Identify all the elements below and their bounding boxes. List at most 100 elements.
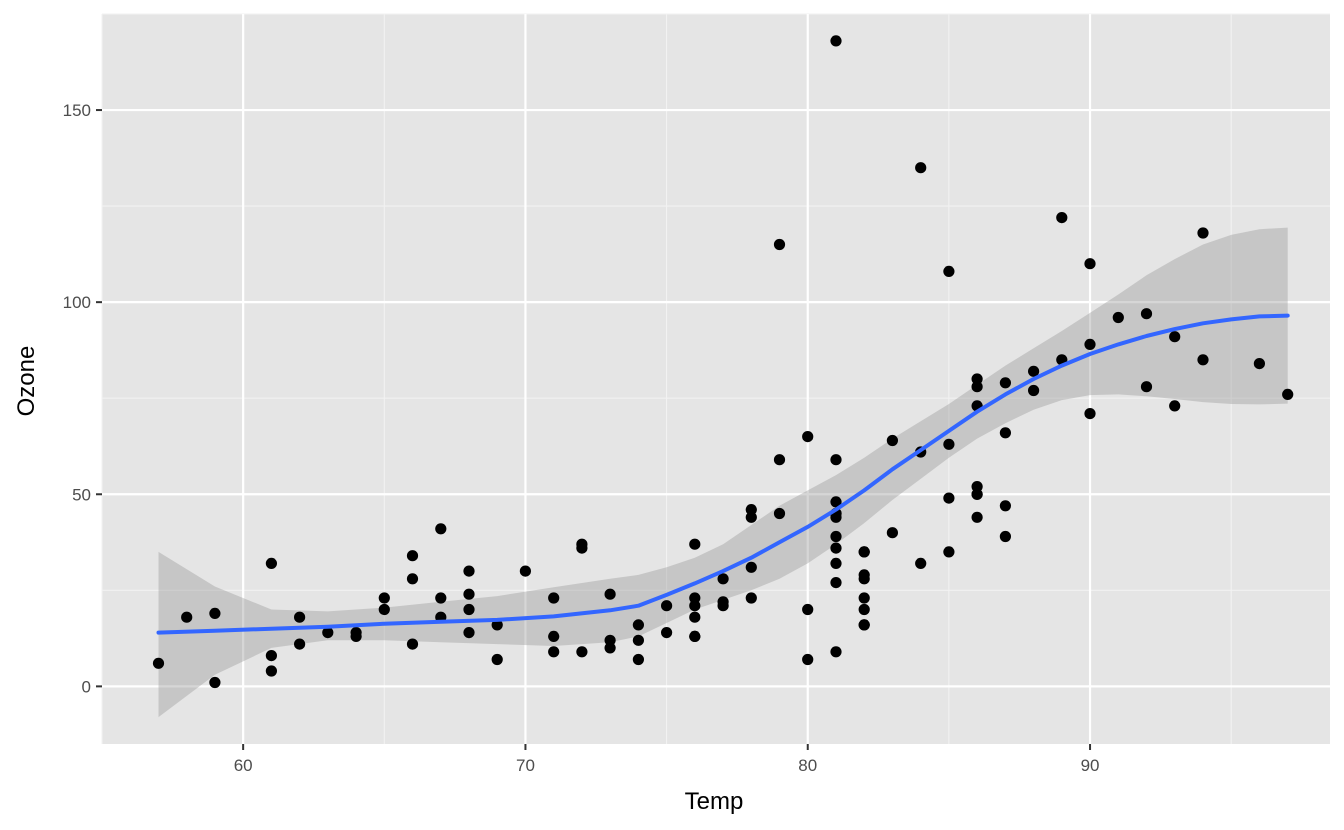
data-point <box>971 381 983 393</box>
data-point <box>802 653 814 666</box>
data-point <box>1169 400 1181 412</box>
x-tick-label: 70 <box>516 756 535 775</box>
data-point <box>858 546 870 558</box>
data-point <box>350 630 362 643</box>
data-point <box>915 557 927 570</box>
data-point <box>717 573 729 585</box>
data-point <box>745 511 757 523</box>
data-point <box>463 603 475 616</box>
data-point <box>406 573 419 585</box>
y-tick-label: 150 <box>63 101 91 120</box>
confidence-band <box>158 227 1288 718</box>
data-point <box>1056 212 1068 224</box>
data-point <box>773 507 786 520</box>
data-point <box>943 438 955 450</box>
data-point <box>265 557 277 570</box>
data-point <box>1140 308 1153 320</box>
data-point <box>294 638 306 650</box>
data-point <box>689 600 701 612</box>
data-point <box>773 238 786 251</box>
data-point <box>661 627 673 639</box>
data-point <box>548 630 560 643</box>
data-point <box>745 561 757 573</box>
x-tick-label: 80 <box>798 756 817 775</box>
data-point <box>999 500 1012 512</box>
data-point <box>943 265 955 277</box>
data-point <box>463 565 475 577</box>
data-point <box>548 646 560 658</box>
data-point <box>576 646 588 658</box>
data-point <box>209 607 221 620</box>
data-point <box>1282 388 1294 400</box>
data-point <box>378 603 390 616</box>
data-point <box>886 434 899 447</box>
data-point <box>435 592 447 604</box>
y-axis-title: Ozone <box>13 346 40 417</box>
data-point <box>830 557 842 570</box>
data-point <box>745 504 757 516</box>
data-point <box>322 627 334 639</box>
data-point <box>1169 331 1181 343</box>
data-point <box>463 588 475 600</box>
data-point <box>152 657 165 669</box>
data-point <box>830 542 842 554</box>
data-point <box>519 565 532 577</box>
smooth-line <box>156 313 1290 635</box>
plot-panel <box>102 14 1330 744</box>
data-point <box>830 35 842 47</box>
data-point <box>209 676 221 689</box>
data-point <box>491 653 503 666</box>
data-point <box>689 592 701 604</box>
data-point <box>858 592 870 604</box>
data-points <box>152 35 1294 689</box>
data-point <box>1084 258 1096 270</box>
x-tick-label: 90 <box>1081 756 1100 775</box>
data-point <box>406 550 419 562</box>
data-point <box>604 588 616 600</box>
data-point <box>491 619 503 631</box>
data-point <box>1112 311 1124 324</box>
data-point <box>971 511 983 523</box>
data-point <box>661 600 673 612</box>
data-point <box>689 538 701 550</box>
x-axis-title: Temp <box>685 788 744 815</box>
data-point <box>802 431 814 443</box>
data-point <box>830 496 842 508</box>
data-point <box>632 619 645 631</box>
data-point <box>830 646 842 658</box>
data-point <box>999 427 1012 439</box>
data-point <box>435 523 447 535</box>
data-point <box>999 377 1012 389</box>
tick-labels: 60 70 80 90 0 50 100 150 <box>63 101 1100 775</box>
data-point <box>999 530 1012 543</box>
data-point <box>406 638 419 650</box>
data-point <box>576 542 588 554</box>
x-tick-label: 60 <box>234 756 253 775</box>
minor-gridlines <box>101 13 1330 744</box>
data-point <box>858 619 870 631</box>
data-point <box>689 630 701 643</box>
data-point <box>1084 338 1096 350</box>
data-point <box>632 653 645 666</box>
data-point <box>717 600 729 612</box>
data-point <box>181 611 193 623</box>
data-point <box>378 592 390 604</box>
y-tick-label: 100 <box>63 293 91 312</box>
data-point <box>971 488 983 500</box>
data-point <box>745 592 757 604</box>
data-point <box>971 373 983 385</box>
data-point <box>548 592 560 604</box>
data-point <box>1028 384 1040 397</box>
data-point <box>1197 354 1209 366</box>
data-point <box>830 454 842 466</box>
major-gridlines <box>102 14 1330 744</box>
data-point <box>1140 381 1153 393</box>
data-point <box>971 481 983 493</box>
data-point <box>1197 227 1209 239</box>
data-point <box>943 492 955 504</box>
data-point <box>1084 408 1096 420</box>
data-point <box>265 650 277 662</box>
data-point <box>773 454 786 466</box>
data-point <box>802 603 814 616</box>
